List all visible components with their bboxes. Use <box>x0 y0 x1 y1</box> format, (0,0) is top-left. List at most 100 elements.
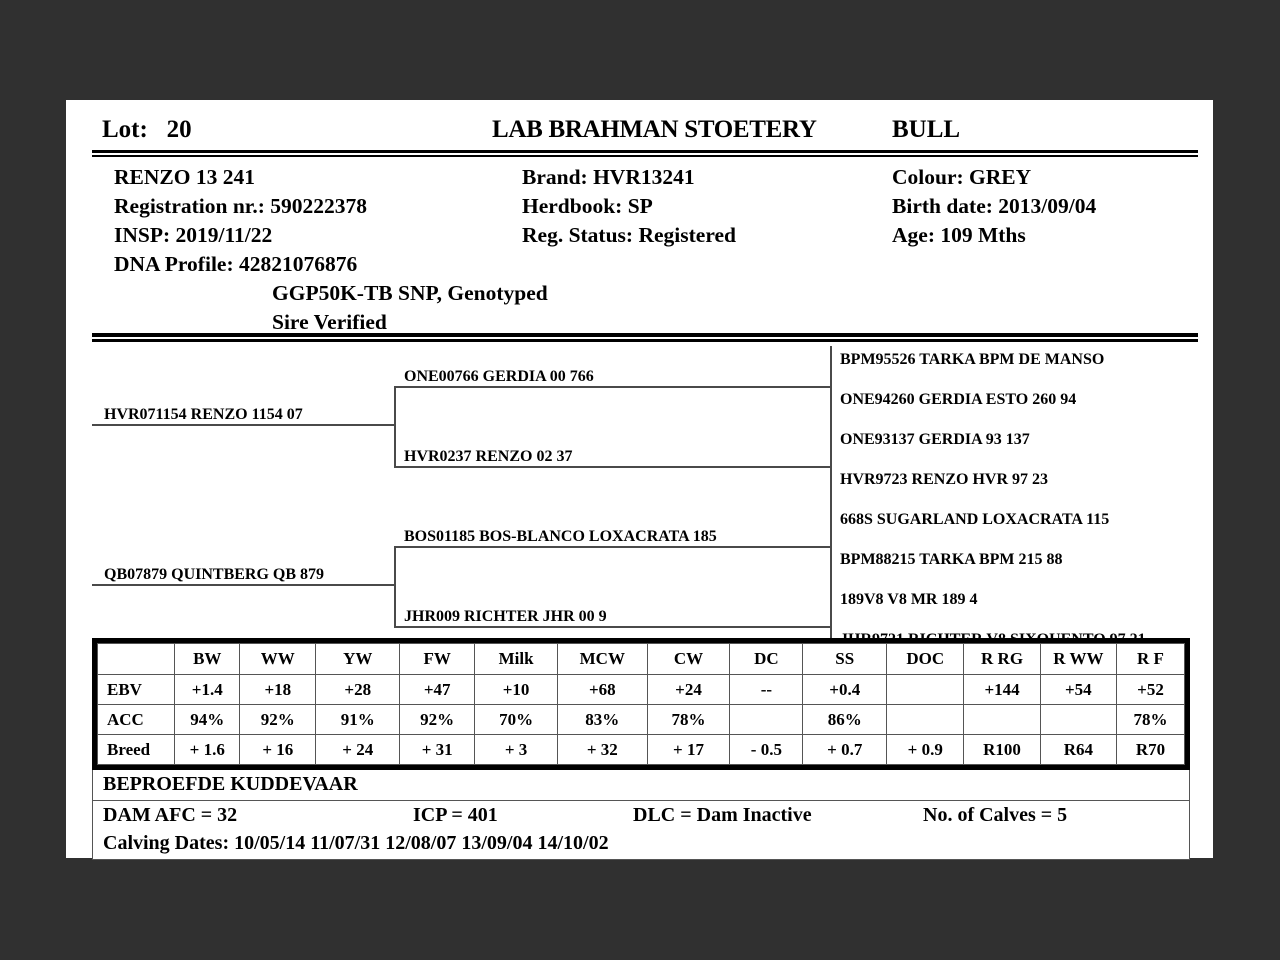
table-header-row: BW WW YW FW Milk MCW CW DC SS DOC R RG R… <box>96 643 1185 675</box>
cell-acc-ss: 86% <box>802 704 888 735</box>
cell-ebv-milk: +10 <box>474 674 558 705</box>
header-divider <box>92 150 1198 157</box>
pedigree-connector <box>394 626 832 628</box>
pedigree-connector <box>830 506 832 586</box>
cell-acc-rrg <box>963 704 1041 735</box>
dam-afc: DAM AFC = 32 <box>103 804 238 826</box>
lot-label: Lot: <box>102 116 148 143</box>
herd-status-band: BEPROEFDE KUDDEVAAR <box>93 770 1189 801</box>
inspection-date: INSP: 2019/11/22 <box>114 223 273 247</box>
pedigree-connector <box>830 346 832 426</box>
cell-breed-fw: + 31 <box>399 734 476 765</box>
footer-block: BEPROEFDE KUDDEVAAR DAM AFC = 32 ICP = 4… <box>92 770 1190 860</box>
cell-breed-ss: + 0.7 <box>802 734 888 765</box>
cell-breed-rf: R70 <box>1116 734 1185 765</box>
dna-detail-genotyped: GGP50K-TB SNP, Genotyped <box>272 281 548 305</box>
column-header-mcw: MCW <box>556 643 648 675</box>
pedigree-connector <box>394 546 832 548</box>
cell-acc-cw: 78% <box>646 704 731 735</box>
pedigree-connector <box>92 424 394 426</box>
cell-acc-rww <box>1039 704 1118 735</box>
no-of-calves: No. of Calves = 5 <box>923 804 1068 826</box>
cell-ebv-doc <box>886 674 965 705</box>
cell-ebv-mcw: +68 <box>556 674 648 705</box>
pedigree-dam: QB07879 QUINTBERG QB 879 <box>104 566 325 583</box>
column-header-ss: SS <box>802 643 888 675</box>
cell-acc-rf: 78% <box>1116 704 1185 735</box>
pedigree-sire-dam: HVR0237 RENZO 02 37 <box>404 448 573 465</box>
document-sheet: Lot: 20 LAB BRAHMAN STOETERY BULL RENZO … <box>92 112 1198 860</box>
ebv-table-container: BW WW YW FW Milk MCW CW DC SS DOC R RG R… <box>92 638 1190 770</box>
cell-breed-mcw: + 32 <box>556 734 648 765</box>
breeding-stats-band: DAM AFC = 32 ICP = 401 DLC = Dam Inactiv… <box>93 801 1189 859</box>
pedigree-connector <box>830 426 832 506</box>
pedigree-sire-dam-dam: HVR9723 RENZO HVR 97 23 <box>840 471 1049 488</box>
pedigree-sire-sire-sire: BPM95526 TARKA BPM DE MANSO <box>840 351 1105 368</box>
dlc: DLC = Dam Inactive <box>633 804 812 826</box>
info-divider <box>92 333 1198 342</box>
cell-breed-bw: + 1.6 <box>174 734 241 765</box>
table-row: ACC 94% 92% 91% 92% 70% 83% 78% 86% 78% <box>96 704 1185 735</box>
column-header-doc: DOC <box>886 643 965 675</box>
pedigree-tree: HVR071154 RENZO 1154 07 QB07879 QUINTBER… <box>92 344 1198 666</box>
cell-breed-doc: + 0.9 <box>886 734 965 765</box>
column-header-bw: BW <box>174 643 241 675</box>
lot-number: 20 <box>166 116 192 143</box>
cell-breed-milk: + 3 <box>474 734 558 765</box>
column-header-rrg: R RG <box>963 643 1041 675</box>
cell-ebv-rf: +52 <box>1116 674 1185 705</box>
pedigree-sire-sire-dam: ONE94260 GERDIA ESTO 260 94 <box>840 391 1077 408</box>
herd-status: BEPROEFDE KUDDEVAAR <box>103 773 358 795</box>
cell-breed-rrg: R100 <box>963 734 1041 765</box>
document-header: Lot: 20 LAB BRAHMAN STOETERY BULL <box>92 112 1198 148</box>
column-header-cw: CW <box>646 643 731 675</box>
table-corner-cell <box>96 643 176 675</box>
cell-breed-dc: - 0.5 <box>729 734 804 765</box>
cell-ebv-ww: +18 <box>239 674 317 705</box>
age: Age: 109 Mths <box>892 223 1026 247</box>
pedigree-dam-sire-dam: BPM88215 TARKA BPM 215 88 <box>840 551 1063 568</box>
cell-acc-bw: 94% <box>174 704 241 735</box>
animal-info-block: RENZO 13 241 Registration nr.: 590222378… <box>92 157 1198 334</box>
cell-ebv-yw: +28 <box>315 674 401 705</box>
cell-ebv-bw: +1.4 <box>174 674 241 705</box>
cell-acc-doc <box>886 704 965 735</box>
cell-breed-yw: + 24 <box>315 734 401 765</box>
cell-ebv-ss: +0.4 <box>802 674 888 705</box>
cell-ebv-cw: +24 <box>646 674 731 705</box>
colour: Colour: GREY <box>892 165 1032 189</box>
row-label-ebv: EBV <box>96 674 176 705</box>
column-header-dc: DC <box>729 643 804 675</box>
cell-breed-ww: + 16 <box>239 734 317 765</box>
pedigree-connector <box>394 386 832 388</box>
document-page: Lot: 20 LAB BRAHMAN STOETERY BULL RENZO … <box>66 100 1213 860</box>
lot-field: Lot: 20 <box>102 112 192 148</box>
column-header-rww: R WW <box>1039 643 1118 675</box>
cell-acc-ww: 92% <box>239 704 317 735</box>
column-header-milk: Milk <box>474 643 558 675</box>
cell-breed-cw: + 17 <box>646 734 731 765</box>
dna-detail-sire-verified: Sire Verified <box>272 310 387 334</box>
pedigree-connector <box>92 584 394 586</box>
pedigree-dam-dam: JHR009 RICHTER JHR 00 9 <box>404 608 607 625</box>
calving-dates: Calving Dates: 10/05/14 11/07/31 12/08/0… <box>103 832 609 854</box>
pedigree-dam-sire-sire: 668S SUGARLAND LOXACRATA 115 <box>840 511 1110 528</box>
row-label-acc: ACC <box>96 704 176 735</box>
pedigree-sire-dam-sire: ONE93137 GERDIA 93 137 <box>840 431 1030 448</box>
pedigree-dam-dam-sire: 189V8 V8 MR 189 4 <box>840 591 978 608</box>
pedigree-connector <box>394 466 832 468</box>
animal-sex: BULL <box>892 116 961 143</box>
brand: Brand: HVR13241 <box>522 165 695 189</box>
animal-name: RENZO 13 241 <box>114 165 255 189</box>
column-header-rf: R F <box>1116 643 1185 675</box>
cell-ebv-rww: +54 <box>1039 674 1118 705</box>
dna-profile: DNA Profile: 42821076876 <box>114 252 358 276</box>
cell-acc-fw: 92% <box>399 704 476 735</box>
icp: ICP = 401 <box>413 804 498 826</box>
table-row: EBV +1.4 +18 +28 +47 +10 +68 +24 -- +0.4… <box>96 674 1185 705</box>
cell-acc-milk: 70% <box>474 704 558 735</box>
row-label-breed: Breed <box>96 734 176 765</box>
column-header-ww: WW <box>239 643 317 675</box>
pedigree-connector <box>830 586 832 666</box>
pedigree-dam-sire: BOS01185 BOS-BLANCO LOXACRATA 185 <box>404 528 717 545</box>
